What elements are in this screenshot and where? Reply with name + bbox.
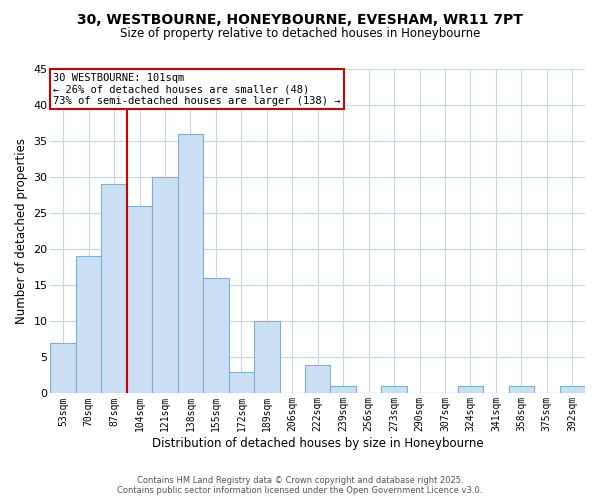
Bar xyxy=(382,386,407,394)
Bar xyxy=(178,134,203,394)
Bar xyxy=(101,184,127,394)
Bar xyxy=(76,256,101,394)
Bar xyxy=(331,386,356,394)
Text: Size of property relative to detached houses in Honeybourne: Size of property relative to detached ho… xyxy=(120,28,480,40)
Bar xyxy=(509,386,534,394)
Bar xyxy=(203,278,229,394)
Bar xyxy=(127,206,152,394)
Bar xyxy=(152,177,178,394)
Bar xyxy=(254,322,280,394)
Text: 30 WESTBOURNE: 101sqm
← 26% of detached houses are smaller (48)
73% of semi-deta: 30 WESTBOURNE: 101sqm ← 26% of detached … xyxy=(53,72,341,106)
Text: 30, WESTBOURNE, HONEYBOURNE, EVESHAM, WR11 7PT: 30, WESTBOURNE, HONEYBOURNE, EVESHAM, WR… xyxy=(77,12,523,26)
Bar xyxy=(560,386,585,394)
X-axis label: Distribution of detached houses by size in Honeybourne: Distribution of detached houses by size … xyxy=(152,437,484,450)
Bar xyxy=(50,343,76,394)
Y-axis label: Number of detached properties: Number of detached properties xyxy=(15,138,28,324)
Bar xyxy=(458,386,483,394)
Text: Contains HM Land Registry data © Crown copyright and database right 2025.
Contai: Contains HM Land Registry data © Crown c… xyxy=(118,476,482,495)
Bar xyxy=(229,372,254,394)
Bar xyxy=(305,364,331,394)
